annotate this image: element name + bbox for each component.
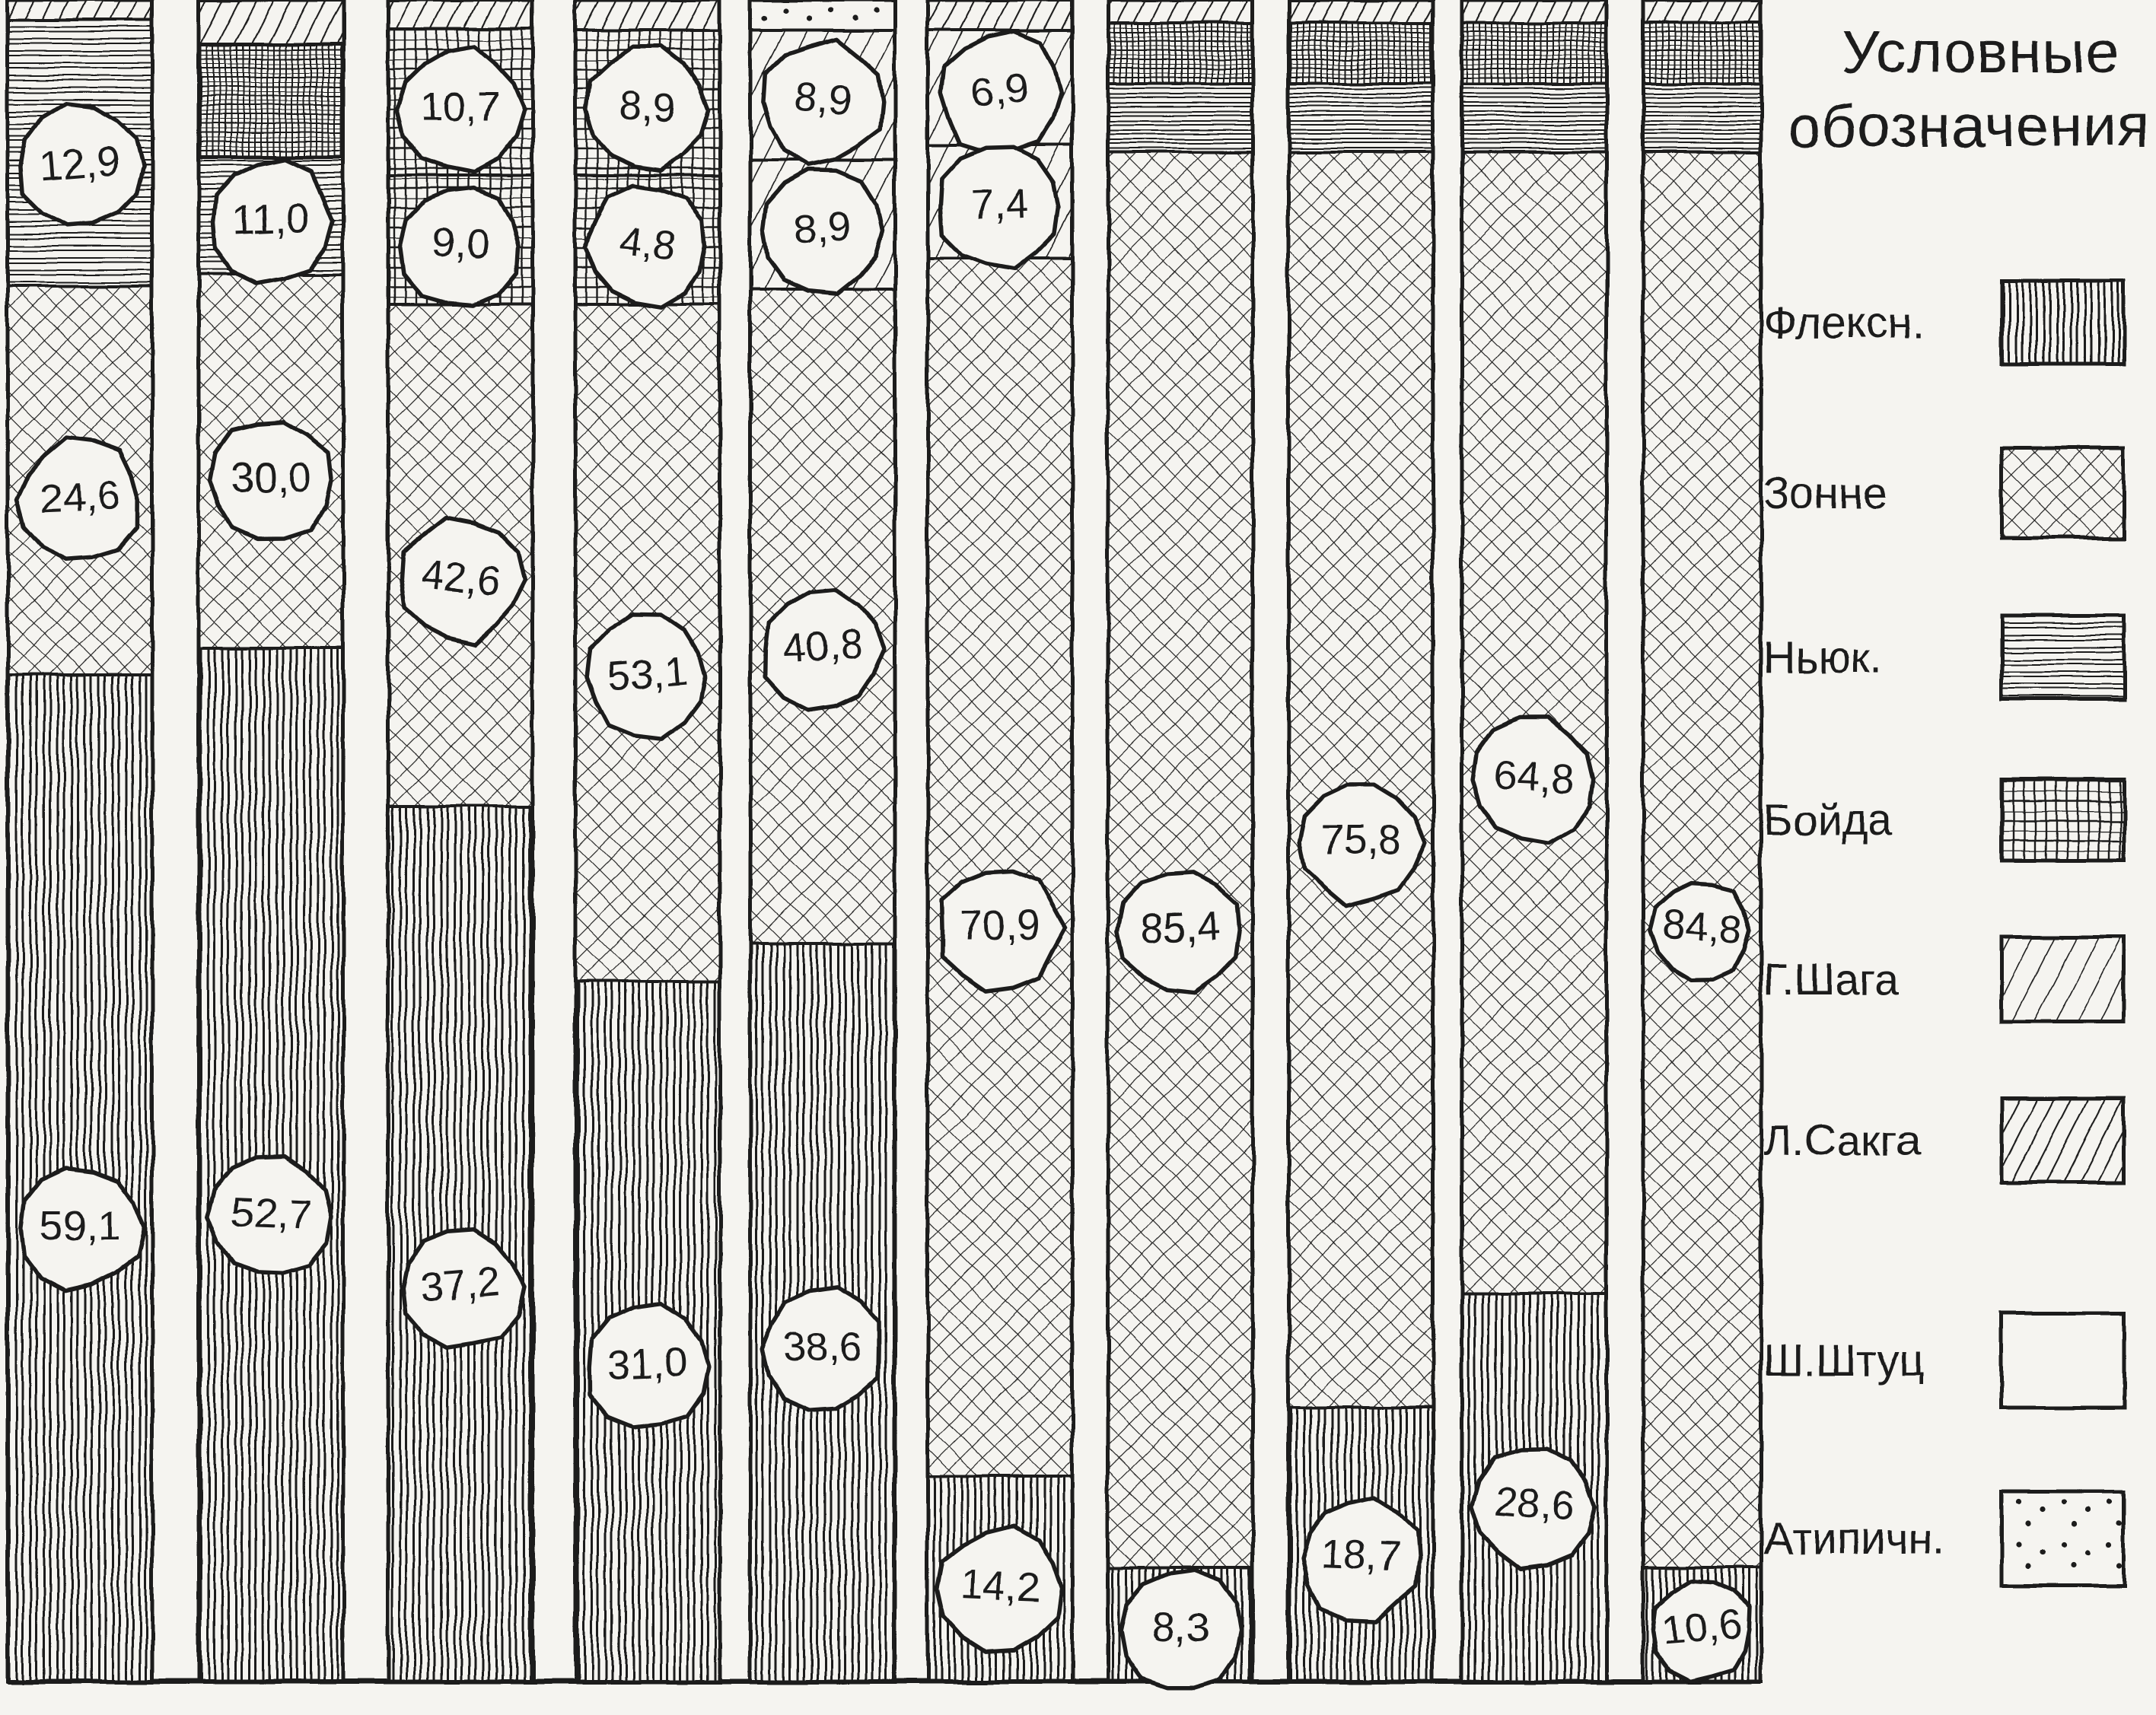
svg-text:30,0: 30,0 xyxy=(231,454,311,500)
svg-text:14,2: 14,2 xyxy=(959,1562,1041,1611)
svg-text:59,1: 59,1 xyxy=(40,1203,119,1249)
svg-text:4,8: 4,8 xyxy=(617,218,678,269)
svg-text:42,6: 42,6 xyxy=(419,552,502,604)
svg-text:Флексн.: Флексн. xyxy=(1763,298,1924,348)
svg-text:28,6: 28,6 xyxy=(1492,1478,1576,1530)
svg-text:Зонне: Зонне xyxy=(1763,469,1888,518)
svg-text:8,9: 8,9 xyxy=(792,203,853,253)
svg-text:Л.Сакга: Л.Сакга xyxy=(1763,1116,1921,1166)
svg-text:9,0: 9,0 xyxy=(431,219,490,267)
svg-text:Условные: Условные xyxy=(1842,18,2119,85)
svg-text:10,7: 10,7 xyxy=(420,84,500,129)
svg-text:24,6: 24,6 xyxy=(39,473,121,521)
svg-text:12,9: 12,9 xyxy=(38,137,122,189)
svg-text:Г.Шага: Г.Шага xyxy=(1763,956,1900,1005)
svg-text:53,1: 53,1 xyxy=(606,648,689,700)
svg-text:18,7: 18,7 xyxy=(1320,1531,1402,1580)
svg-text:обозначения: обозначения xyxy=(1788,92,2150,159)
svg-text:8,3: 8,3 xyxy=(1151,1605,1209,1650)
svg-text:Бойда: Бойда xyxy=(1763,796,1893,845)
svg-text:Ш.Штуц: Ш.Штуц xyxy=(1763,1336,1925,1386)
svg-text:37,2: 37,2 xyxy=(419,1258,502,1311)
svg-text:64,8: 64,8 xyxy=(1493,752,1575,801)
svg-text:8,9: 8,9 xyxy=(618,83,677,131)
svg-text:10,6: 10,6 xyxy=(1660,1601,1744,1653)
svg-text:40,8: 40,8 xyxy=(782,622,864,670)
svg-text:8,9: 8,9 xyxy=(792,74,853,124)
svg-text:52,7: 52,7 xyxy=(230,1189,312,1238)
svg-text:84,8: 84,8 xyxy=(1661,902,1744,954)
svg-text:31,0: 31,0 xyxy=(607,1339,689,1388)
svg-text:75,8: 75,8 xyxy=(1320,817,1400,863)
svg-text:85,4: 85,4 xyxy=(1139,903,1221,952)
svg-text:Ньюк.: Ньюк. xyxy=(1763,633,1883,682)
svg-text:11,0: 11,0 xyxy=(231,195,311,243)
svg-text:6,9: 6,9 xyxy=(970,65,1030,116)
svg-text:7,4: 7,4 xyxy=(970,180,1030,228)
svg-text:Атипичн.: Атипичн. xyxy=(1763,1514,1945,1564)
svg-text:70,9: 70,9 xyxy=(960,902,1040,948)
svg-text:38,6: 38,6 xyxy=(782,1324,862,1370)
